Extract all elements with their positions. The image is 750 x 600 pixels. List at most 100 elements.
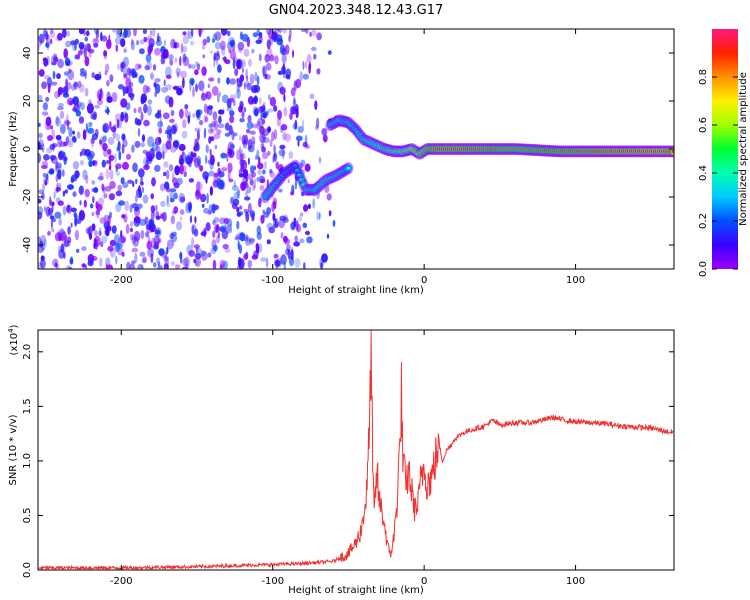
noise-blob: [60, 231, 68, 243]
noise-blob: [155, 210, 160, 221]
noise-blob: [151, 177, 156, 187]
noise-blob: [253, 108, 259, 117]
noise-blob: [229, 78, 236, 85]
noise-blob: [248, 237, 255, 245]
noise-blob: [229, 110, 235, 117]
noise-blob: [178, 158, 185, 166]
noise-blob: [251, 136, 256, 145]
noise-blob: [123, 29, 128, 39]
noise-blob: [76, 54, 81, 60]
noise-blob: [79, 71, 86, 77]
noise-blob: [269, 96, 276, 107]
noise-blob: [299, 238, 305, 244]
noise-blob: [42, 183, 45, 193]
noise-blob: [212, 86, 219, 96]
noise-blob: [49, 29, 54, 35]
noise-blob: [165, 187, 171, 193]
noise-blob: [201, 66, 207, 76]
noise-blob: [92, 160, 96, 167]
noise-blob: [229, 144, 235, 149]
noise-blob: [66, 114, 69, 122]
noise-blob: [266, 47, 273, 58]
noise-blob: [238, 105, 243, 113]
noise-blob: [130, 92, 133, 101]
noise-blob: [139, 39, 145, 45]
noise-blob: [221, 94, 229, 104]
noise-blob: [251, 98, 257, 105]
noise-blob: [64, 57, 71, 67]
noise-blob: [155, 151, 163, 161]
noise-blob: [201, 203, 205, 208]
noise-blob: [261, 152, 269, 160]
noise-blob: [99, 217, 106, 224]
noise-blob: [179, 163, 184, 175]
noise-blob: [45, 42, 49, 48]
noise-blob: [249, 209, 256, 218]
noise-blob: [262, 209, 266, 214]
noise-blob: [57, 137, 63, 148]
noise-blob: [327, 50, 332, 55]
noise-blob: [216, 50, 220, 57]
noise-blob: [292, 123, 298, 130]
noise-blob: [131, 68, 137, 79]
noise-blob: [63, 141, 68, 147]
noise-blob: [205, 222, 211, 232]
noise-blob: [228, 178, 234, 183]
noise-blob: [129, 227, 133, 233]
noise-blob: [118, 119, 122, 129]
noise-blob: [294, 119, 298, 130]
noise-blob: [38, 138, 44, 149]
noise-blob: [69, 138, 74, 148]
noise-blob: [182, 31, 187, 36]
noise-blob: [147, 136, 155, 148]
noise-blob: [162, 112, 170, 120]
noise-blob: [152, 262, 157, 268]
noise-blob: [38, 245, 44, 253]
noise-blob: [117, 184, 122, 192]
y-tick-label: 40: [22, 47, 33, 60]
noise-blob: [57, 58, 64, 69]
noise-blob: [239, 205, 243, 210]
noise-blob: [268, 54, 275, 62]
noise-blob: [142, 29, 147, 35]
noise-blob: [86, 103, 94, 114]
noise-blob: [81, 246, 87, 251]
noise-blob: [236, 220, 240, 230]
noise-blob: [74, 216, 77, 227]
noise-blob: [192, 86, 195, 98]
noise-blob: [254, 178, 257, 189]
noise-blob: [318, 156, 322, 164]
noise-blob: [226, 151, 229, 163]
noise-blob: [320, 262, 323, 269]
noise-blob: [239, 76, 242, 87]
noise-blob: [295, 135, 303, 142]
noise-blob: [251, 171, 256, 178]
noise-blob: [103, 149, 109, 158]
noise-blob: [103, 214, 110, 223]
noise-blob: [179, 251, 183, 260]
noise-blob: [162, 48, 169, 59]
noise-blob: [54, 232, 62, 242]
noise-blob: [332, 219, 336, 227]
noise-blob: [100, 235, 108, 244]
noise-blob: [67, 226, 71, 235]
noise-blob: [86, 42, 91, 53]
noise-blob: [53, 190, 56, 200]
noise-blob: [94, 229, 98, 237]
noise-blob: [162, 151, 165, 160]
noise-blob: [144, 216, 149, 226]
noise-blob: [41, 81, 47, 90]
noise-blob: [216, 60, 219, 66]
noise-blob: [262, 169, 266, 175]
noise-blob: [98, 197, 105, 206]
noise-blob: [221, 56, 227, 61]
noise-blob: [57, 106, 64, 111]
noise-blob: [111, 225, 117, 234]
signal-core: [345, 166, 351, 170]
noise-blob: [293, 241, 300, 247]
noise-blob: [254, 71, 258, 82]
noise-blob: [115, 190, 123, 197]
noise-blob: [154, 47, 161, 56]
noise-blob: [252, 106, 259, 116]
noise-blob: [214, 31, 222, 41]
